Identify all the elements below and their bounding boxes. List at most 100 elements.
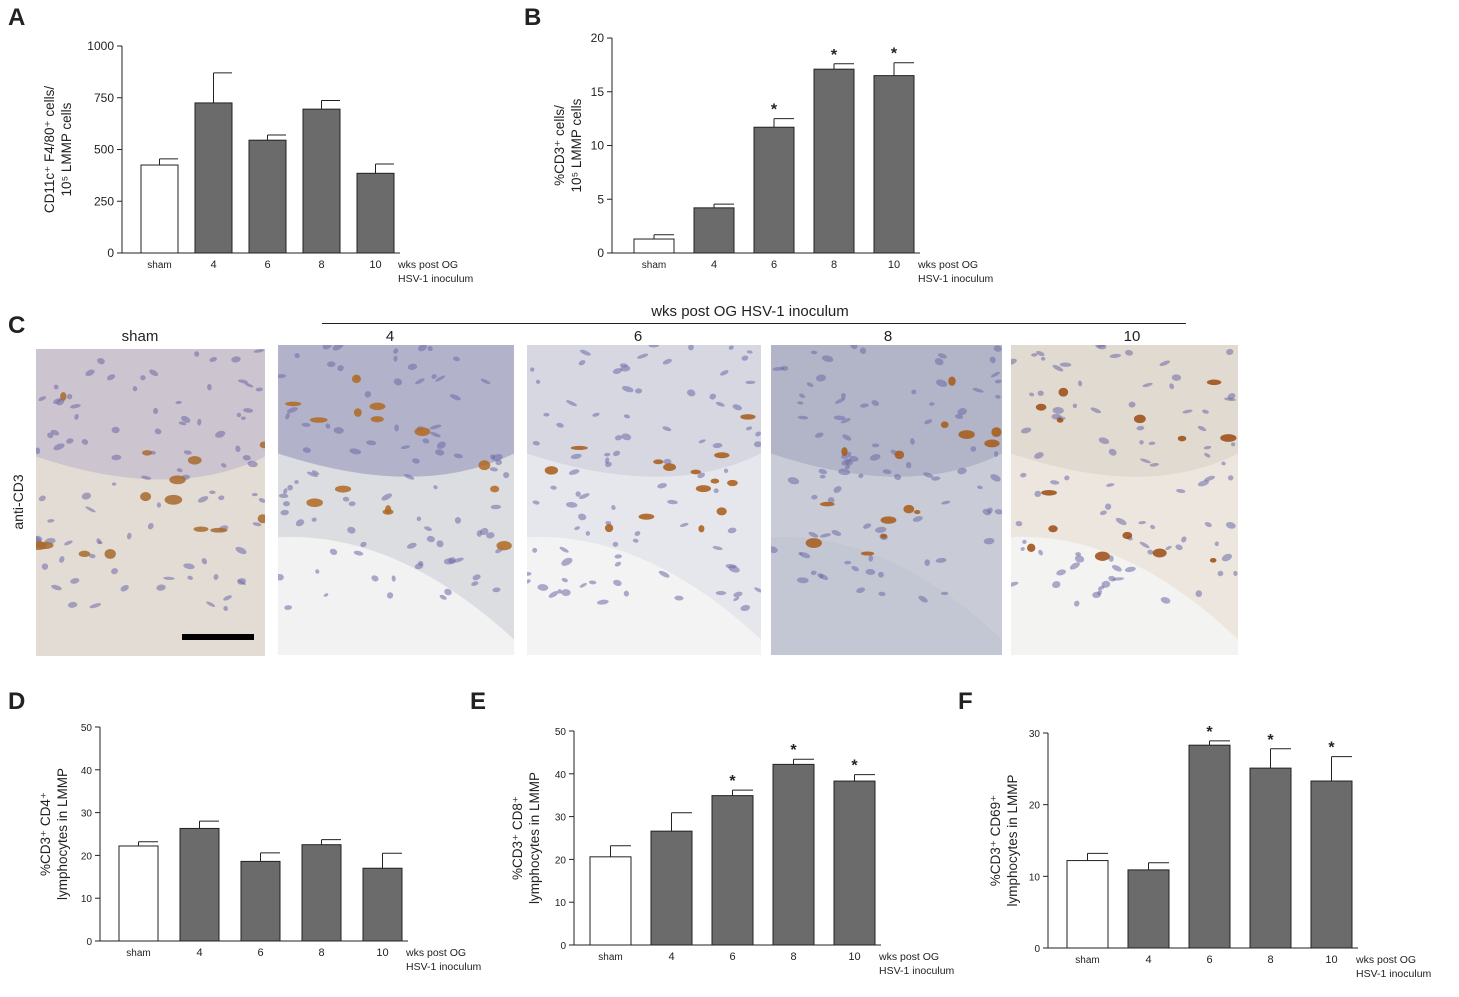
y-tick-label: 30 [1029, 729, 1041, 740]
y-tick-label: 0 [86, 937, 92, 948]
y-tick-label: 50 [555, 727, 567, 738]
y-tick-label: 0 [107, 246, 114, 260]
micrograph-8 [771, 345, 1002, 655]
inoculum-header-line [322, 323, 1186, 324]
histology-label-4: 4 [385, 328, 395, 345]
x-tick-label: sham [126, 948, 150, 959]
panel-label-d: D [8, 688, 26, 715]
panel-label-f: F [958, 688, 973, 715]
significance-star: * [729, 773, 736, 790]
chart-b-group: 0 5 10 15 20 sham 4 * 6 * 8 * 10 wks post OG HSV-1 ino… [552, 31, 994, 285]
x-tick-label: 8 [790, 951, 796, 963]
y-tick-label: 10 [1029, 872, 1041, 883]
chart-a-group: 0 250 500 750 1000 sham 4 6 8 10 wks post OG HSV-1 … [42, 39, 474, 285]
significance-star: * [891, 46, 898, 63]
y-axis-label: %CD3⁺ cells/ [552, 105, 567, 186]
y-tick-label: 250 [94, 194, 114, 208]
x-tick-label: 10 [1325, 954, 1337, 966]
y-axis-label: 10⁵ LMMP cells [569, 98, 584, 192]
bar-4 [1127, 869, 1170, 949]
panel-label-e: E [470, 688, 487, 715]
significance-star: * [1267, 732, 1274, 749]
y-axis-label: lymphocytes in LMMP [1005, 774, 1020, 906]
bar-8 [813, 68, 855, 254]
x-tick-label: 4 [711, 259, 717, 271]
y-tick-label: 20 [1029, 801, 1041, 812]
x-axis-label: wks post OG [1355, 954, 1416, 966]
micrograph-10 [1011, 345, 1238, 655]
chart-d-group: 0 10 20 30 40 50 sham 4 6 8 10 wks post OG HSV-1 ino… [38, 723, 482, 973]
y-tick-label: 750 [94, 91, 114, 105]
histology-label-10: 10 [1123, 328, 1141, 345]
bar-8 [772, 763, 815, 946]
x-tick-label: 6 [1206, 954, 1212, 966]
y-tick-label: 5 [597, 192, 604, 206]
y-tick-label: 0 [597, 246, 604, 260]
y-axis-label: %CD3⁺ CD4⁺ [38, 792, 53, 876]
bar-4 [179, 827, 220, 942]
histology-label-sham: sham [121, 328, 159, 345]
bar-6 [1188, 744, 1231, 949]
bar-6 [753, 126, 795, 254]
bar-sham [140, 164, 179, 254]
x-tick-label: 8 [318, 259, 324, 271]
x-axis-label: wks post OG [397, 259, 458, 271]
x-axis-label: wks post OG [878, 951, 939, 963]
y-tick-label: 30 [81, 809, 93, 820]
bar-6 [711, 795, 754, 946]
x-tick-label: 8 [831, 259, 837, 271]
y-tick-label: 500 [94, 143, 114, 157]
bar-8 [301, 844, 342, 942]
chart-e-group: 0 10 20 30 40 50 sham 4 * 6 * 8 * 10 wks post OG HSV-1 … [510, 727, 955, 977]
x-tick-label: sham [147, 260, 171, 271]
micrograph-4 [278, 345, 514, 655]
bar-sham [633, 238, 675, 254]
bar-sham [118, 845, 159, 942]
anti-cd3-row-label: anti-CD3 [10, 474, 26, 530]
significance-star: * [771, 102, 778, 119]
x-tick-label: 6 [771, 259, 777, 271]
x-tick-label: 10 [848, 951, 860, 963]
x-tick-label: sham [598, 952, 622, 963]
x-tick-label: 6 [729, 951, 735, 963]
x-tick-label: 6 [257, 947, 263, 959]
bar-8 [1249, 767, 1292, 949]
x-axis-label: HSV-1 inoculum [406, 961, 482, 973]
y-tick-label: 10 [555, 898, 567, 909]
y-axis-label: 10⁵ LMMP cells [59, 102, 74, 196]
y-axis-label: lymphocytes in LMMP [55, 768, 70, 900]
micrograph-sham [36, 349, 265, 656]
y-axis-label: CD11c⁺ F4/80⁺ cells/ [42, 86, 57, 214]
x-tick-label: 6 [264, 259, 270, 271]
significance-star: * [831, 47, 838, 64]
y-axis-label: %CD3⁺ CD8⁺ [510, 796, 525, 880]
x-axis-label: HSV-1 inoculum [918, 273, 994, 285]
y-tick-label: 0 [560, 941, 566, 952]
x-axis-label: HSV-1 inoculum [1356, 968, 1432, 980]
significance-star: * [1328, 740, 1335, 757]
y-tick-label: 20 [81, 851, 93, 862]
significance-star: * [790, 742, 797, 759]
x-tick-label: 8 [1267, 954, 1273, 966]
y-axis-label: %CD3⁺ CD69⁺ [988, 795, 1003, 887]
y-tick-label: 15 [591, 85, 605, 99]
y-tick-label: 50 [81, 723, 93, 734]
bar-10 [1310, 780, 1353, 949]
bar-6 [240, 860, 281, 942]
bar-10 [833, 780, 876, 946]
y-tick-label: 20 [591, 31, 605, 45]
y-tick-label: 10 [81, 894, 93, 905]
scale-bar [182, 634, 254, 640]
bar-10 [873, 75, 915, 254]
panel-label-c: C [8, 312, 26, 339]
y-tick-label: 0 [1034, 944, 1040, 955]
x-tick-label: 4 [668, 951, 674, 963]
x-tick-label: 4 [196, 947, 202, 959]
micrograph-6 [527, 345, 761, 655]
bar-4 [194, 102, 233, 254]
y-tick-label: 30 [555, 813, 567, 824]
panel-label-a: A [8, 4, 26, 31]
x-axis-label: HSV-1 inoculum [879, 965, 955, 977]
x-tick-label: 8 [318, 947, 324, 959]
